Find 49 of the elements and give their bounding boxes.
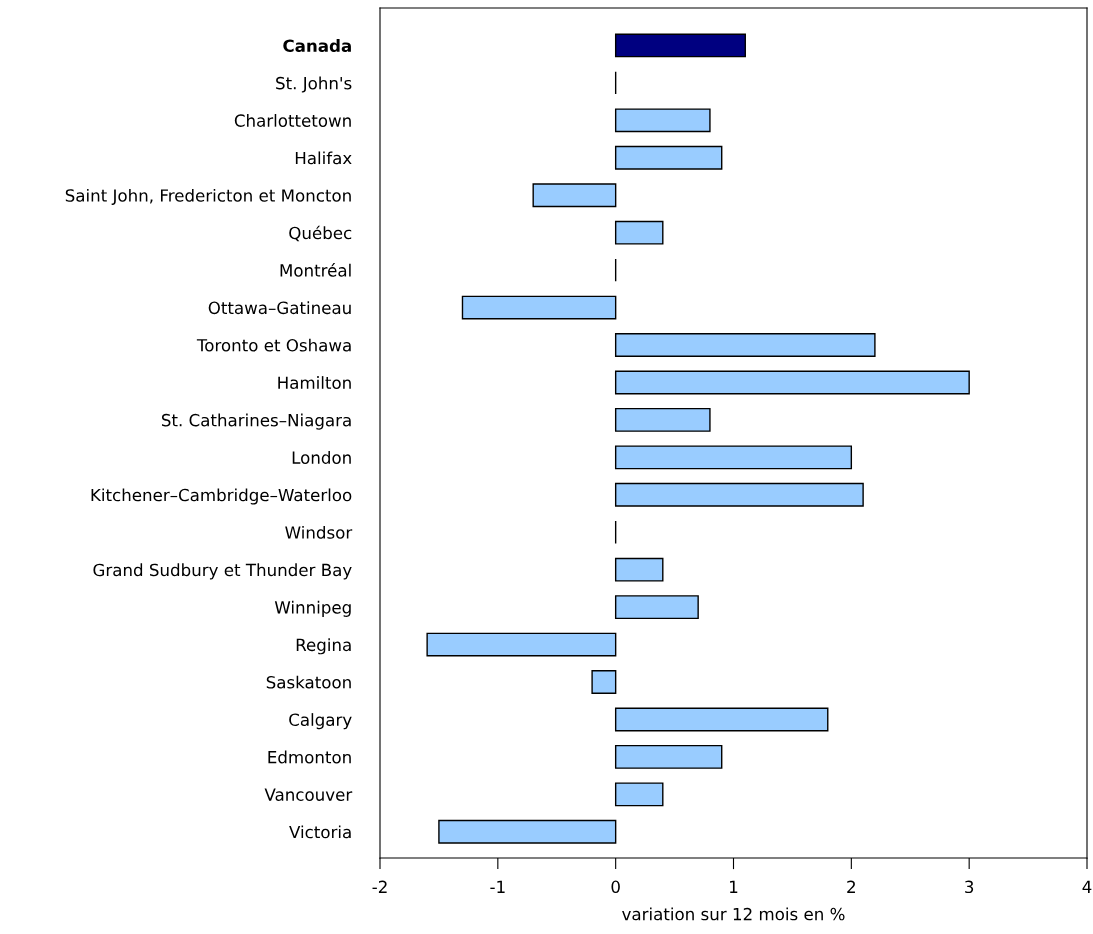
x-tick-label: 3: [965, 880, 974, 894]
y-tick-label: Canada: [283, 39, 351, 53]
y-tick-label: Calgary: [289, 713, 352, 730]
x-tick-label: 0: [611, 880, 620, 894]
x-tick-label: 2: [847, 880, 855, 893]
bar: [614, 744, 723, 769]
x-tick-label: -1: [490, 880, 505, 893]
bar: [614, 220, 664, 245]
y-tick-label: Grand Sudbury et Thunder Bay: [93, 563, 352, 580]
y-tick-label: Charlottetown: [234, 114, 351, 127]
bar: [591, 670, 617, 694]
bar: [426, 632, 617, 657]
y-tick-label: Toronto et Oshawa: [196, 338, 351, 352]
y-tick-label: Windsor: [285, 525, 353, 539]
y-tick-label: Saskatoon: [266, 675, 351, 689]
y-tick-label: London: [292, 451, 351, 464]
x-axis-title: variation sur 12 mois en %: [622, 907, 845, 921]
bar: [614, 595, 699, 620]
bar: [614, 445, 853, 470]
x-tick-label: 4: [1082, 880, 1092, 893]
bar: [614, 557, 664, 582]
y-tick-label: Saint John, Fredericton et Moncton: [65, 188, 351, 205]
y-tick-label: Vancouver: [264, 788, 353, 801]
y-tick-label: Winnipeg: [274, 600, 351, 617]
y-tick-label: Québec: [289, 225, 352, 242]
y-tick-label: St. Catharines–Niagara: [161, 413, 351, 430]
bar: [438, 819, 617, 844]
y-tick-label: Edmonton: [268, 750, 351, 764]
y-tick-label: Kitchener–Cambridge–Waterloo: [91, 488, 352, 505]
y-tick-label: Ottawa–Gatineau: [208, 301, 351, 315]
y-tick-label: St. John's: [276, 76, 352, 93]
y-tick-label: Regina: [296, 638, 351, 655]
bar: [614, 108, 711, 133]
bar: [532, 183, 617, 208]
y-tick-label: Hamilton: [278, 376, 351, 390]
bar: [614, 145, 723, 170]
bar: [614, 33, 746, 58]
bar: [461, 295, 617, 320]
bar: [614, 407, 711, 432]
bar: [614, 333, 876, 357]
bar: [614, 782, 664, 807]
x-tick-label: 1: [730, 880, 738, 893]
bar: [614, 707, 829, 732]
y-tick-label: Victoria: [289, 825, 351, 839]
y-tick-label: Halifax: [295, 151, 352, 165]
bar: [614, 482, 864, 507]
y-tick-label: Montréal: [280, 263, 351, 277]
x-tick-label: -2: [372, 880, 387, 893]
bar: [614, 370, 970, 395]
